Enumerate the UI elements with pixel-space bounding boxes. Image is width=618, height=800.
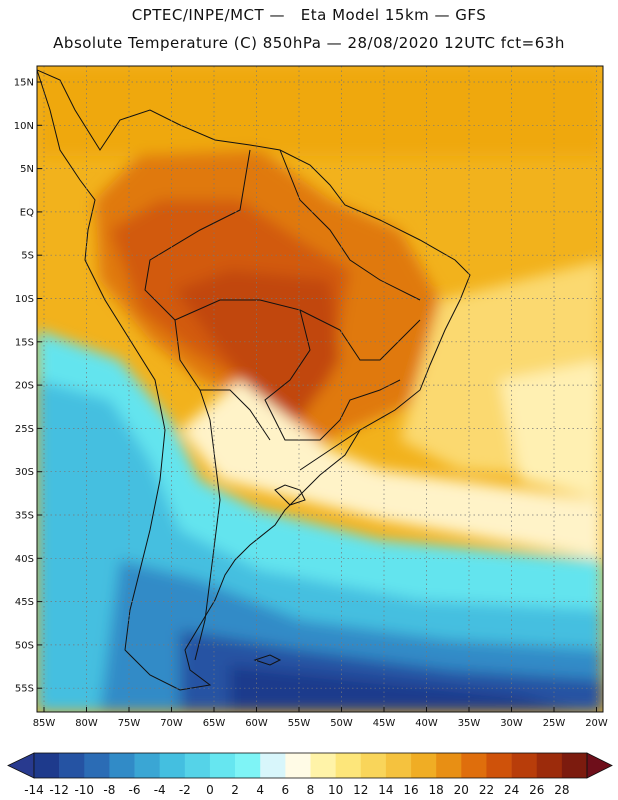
colorbar-label: 4 xyxy=(256,783,264,797)
colorbar-swatch xyxy=(461,753,487,778)
colorbar-label: 20 xyxy=(454,783,469,797)
colorbar-swatch xyxy=(184,753,211,778)
lat-label: 5N xyxy=(20,164,34,175)
colorbar-label: -4 xyxy=(154,783,166,797)
colorbar-swatch xyxy=(109,753,135,778)
lat-label: 45S xyxy=(15,597,34,608)
colorbar-label: 8 xyxy=(307,783,315,797)
colorbar-swatch xyxy=(235,753,261,778)
colorbar-swatch xyxy=(59,753,85,778)
colorbar-label: 16 xyxy=(403,783,418,797)
lon-label: 60W xyxy=(245,718,268,729)
colorbar-label: 14 xyxy=(378,783,393,797)
colorbar-swatch xyxy=(561,753,588,778)
colorbar-label: 0 xyxy=(206,783,214,797)
colorbar-low-arrow xyxy=(7,752,35,779)
colorbar-label: -6 xyxy=(129,783,141,797)
title-line-2: Absolute Temperature (C) 850hPa — 28/08/… xyxy=(53,34,565,52)
colorbar-swatch xyxy=(34,753,60,778)
colorbar-swatch xyxy=(209,753,236,778)
colorbar-swatch xyxy=(134,753,160,778)
lat-label: 20S xyxy=(15,381,34,392)
lat-label: 15S xyxy=(15,337,34,348)
lon-label: 85W xyxy=(33,718,56,729)
colorbar-swatch xyxy=(436,753,462,778)
colorbar-swatch xyxy=(385,753,412,778)
lat-label: 15N xyxy=(14,78,34,89)
lat-label: 30S xyxy=(15,467,34,478)
lon-label: 55W xyxy=(288,718,311,729)
colorbar-swatch xyxy=(260,753,286,778)
colorbar-label: 24 xyxy=(504,783,519,797)
lon-label: 35W xyxy=(458,718,481,729)
lat-label: 10S xyxy=(15,294,34,305)
lon-label: 80W xyxy=(75,718,98,729)
lon-label: 40W xyxy=(415,718,438,729)
colorbar-swatch xyxy=(335,753,362,778)
colorbar-swatch xyxy=(511,753,538,778)
colorbar-swatch xyxy=(285,753,311,778)
lat-label: 50S xyxy=(15,640,34,651)
longitude-labels: 85W 80W 75W 70W 65W 60W 55W 50W 45W 40W 35W 30W 25W 2… xyxy=(33,707,608,729)
lat-label: 5S xyxy=(21,251,34,262)
lat-label: 40S xyxy=(15,554,34,565)
colorbar-label: 26 xyxy=(529,783,544,797)
lon-label: 50W xyxy=(330,718,353,729)
colorbar-swatch xyxy=(84,753,110,778)
colorbar-label: -8 xyxy=(103,783,115,797)
colorbar-border xyxy=(33,752,588,779)
colorbar-swatch xyxy=(411,753,437,778)
colorbar-label: -2 xyxy=(179,783,191,797)
colorbar-label: 2 xyxy=(231,783,239,797)
latitude-labels: 15N 10N 5N EQ 5S 10S 15S 20S 25S 30S 35S 40S 45S 50S 5… xyxy=(14,78,42,695)
colorbar-label: 10 xyxy=(328,783,343,797)
lon-label: 75W xyxy=(118,718,141,729)
colorbar-swatch xyxy=(159,753,186,778)
colorbar-high-arrow xyxy=(586,752,613,779)
colorbar-label: -10 xyxy=(74,783,94,797)
colorbar-label: -14 xyxy=(24,783,44,797)
colorbar-swatch xyxy=(310,753,336,778)
coastlines xyxy=(37,69,471,691)
colorbar-label: 18 xyxy=(429,783,444,797)
map-frame xyxy=(36,65,604,713)
colorbar-swatch xyxy=(486,753,512,778)
colorbar-swatch xyxy=(360,753,387,778)
lat-label: 35S xyxy=(15,511,34,522)
lat-label: EQ xyxy=(20,207,34,218)
colorbar-label: 6 xyxy=(282,783,290,797)
temperature-field xyxy=(37,66,603,712)
colorbar: -14 -12 -10 -8 -6 -4 -2 0 2 4 6 8 10 12 14 16 18 20 22 24 26… xyxy=(7,752,613,797)
title-line-1: CPTEC/INPE/MCT — Eta Model 15km — GFS xyxy=(131,6,487,24)
lat-label: 25S xyxy=(15,424,34,435)
lon-label: 70W xyxy=(160,718,183,729)
lon-label: 65W xyxy=(203,718,226,729)
lon-label: 45W xyxy=(373,718,396,729)
colorbar-label: -12 xyxy=(49,783,69,797)
lat-label: 10N xyxy=(14,121,34,132)
lon-label: 25W xyxy=(543,718,566,729)
lon-label: 20W xyxy=(585,718,608,729)
colorbar-label: 12 xyxy=(353,783,368,797)
lon-label: 30W xyxy=(500,718,523,729)
colorbar-label: 22 xyxy=(479,783,494,797)
lat-label: 55S xyxy=(15,684,34,695)
colorbar-swatch xyxy=(536,753,563,778)
colorbar-label: 28 xyxy=(554,783,569,797)
